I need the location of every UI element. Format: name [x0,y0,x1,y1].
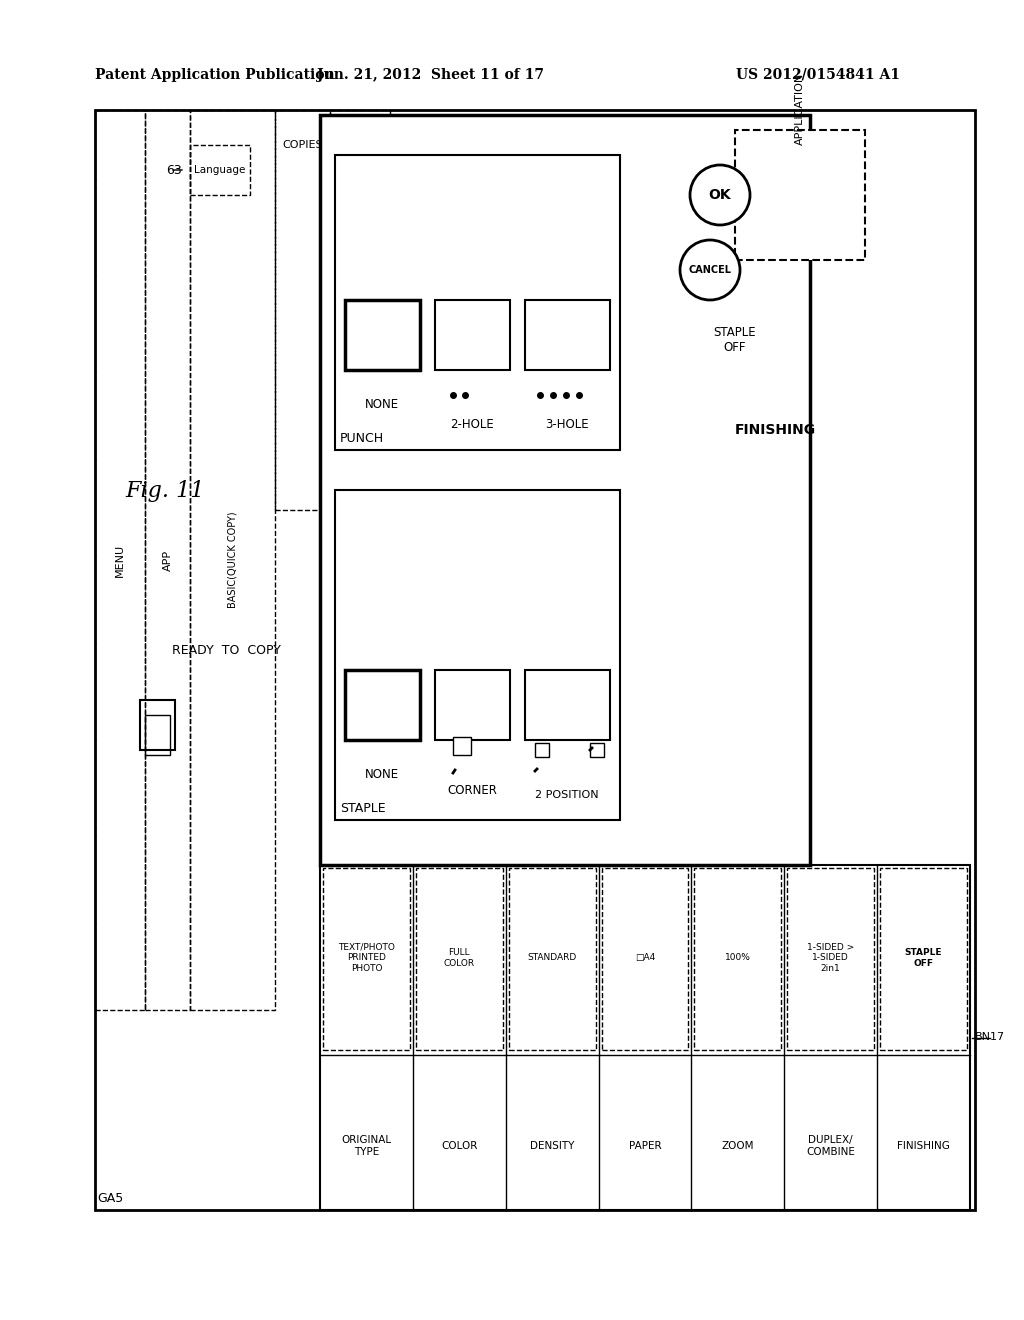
Text: BASIC(QUICK COPY): BASIC(QUICK COPY) [227,512,238,609]
Text: BN21: BN21 [335,305,366,315]
Text: APP: APP [163,549,172,570]
Bar [140,700,175,750]
Bar [95,110,145,1010]
Bar [319,865,970,1210]
Bar [145,715,170,755]
Bar [190,145,250,195]
Bar [787,869,874,1049]
Text: 100%: 100% [725,953,751,962]
Bar [535,743,549,756]
Text: JOB LIST: JOB LIST [355,286,365,333]
Text: BN12: BN12 [511,1032,541,1043]
Text: COLOR: COLOR [441,1140,477,1151]
Text: SG17: SG17 [462,884,499,899]
Text: DUPLEX/
COMBINE: DUPLEX/ COMBINE [806,1135,855,1156]
Bar [190,110,275,1010]
Bar [319,115,810,865]
Text: PUNCH: PUNCH [340,432,384,445]
Text: STANDARD: STANDARD [527,953,577,962]
Text: CANCEL: CANCEL [688,265,731,275]
Text: □A4: □A4 [635,953,655,962]
Bar [435,671,510,741]
Bar [509,869,596,1049]
Text: FINISHING: FINISHING [734,422,815,437]
Bar [435,300,510,370]
Bar [335,154,620,450]
Circle shape [690,165,750,224]
Text: 1-SIDED >
1-SIDED
2in1: 1-SIDED > 1-SIDED 2in1 [807,942,854,973]
Text: BN16: BN16 [882,1032,912,1043]
Bar [345,300,420,370]
Text: MENU: MENU [115,544,125,577]
Text: TEXT/PHOTO
PRINTED
PHOTO: TEXT/PHOTO PRINTED PHOTO [338,942,395,973]
Bar [590,743,604,756]
Bar [95,110,975,1210]
Text: COPIES: COPIES [283,140,323,150]
Bar [275,110,330,510]
Bar [453,737,471,755]
Text: NONE: NONE [365,399,399,412]
Bar [525,671,610,741]
Text: FULL
COLOR: FULL COLOR [443,948,475,968]
Text: 2 POSITION: 2 POSITION [536,789,599,800]
Text: ZOOM: ZOOM [722,1140,754,1151]
Text: Fig. 11: Fig. 11 [125,480,205,502]
Text: 3-HOLE: 3-HOLE [545,418,589,432]
Text: ORIGINAL
TYPE: ORIGINAL TYPE [341,1135,391,1156]
Text: BN13: BN13 [603,1032,634,1043]
Text: NONE: NONE [365,768,399,781]
Text: STAPLE
OFF: STAPLE OFF [905,948,942,968]
Text: BN15: BN15 [790,1032,819,1043]
Text: PAPER: PAPER [629,1140,662,1151]
Text: US 2012/0154841 A1: US 2012/0154841 A1 [736,69,900,82]
Bar [335,490,620,820]
Text: 2-HOLE: 2-HOLE [451,418,494,432]
Circle shape [680,240,740,300]
Text: FINISHING: FINISHING [897,1140,950,1151]
Text: STAPLE: STAPLE [340,803,386,814]
Bar [694,869,781,1049]
Bar [881,869,967,1049]
Text: GA5: GA5 [97,1192,123,1205]
Bar [416,869,503,1049]
Text: STAPLE
OFF: STAPLE OFF [714,326,757,354]
Text: READY  TO  COPY: READY TO COPY [172,644,282,656]
Bar [525,300,610,370]
Text: BN14: BN14 [696,1032,727,1043]
Bar [330,110,390,510]
Text: BN11: BN11 [418,1032,447,1043]
Text: DENSITY: DENSITY [530,1140,574,1151]
Bar [345,671,420,741]
Bar [145,110,190,1010]
Bar [601,869,688,1049]
Text: CORNER: CORNER [447,784,497,796]
Text: BN17: BN17 [975,1032,1006,1043]
Text: Jun. 21, 2012  Sheet 11 of 17: Jun. 21, 2012 Sheet 11 of 17 [316,69,544,82]
Text: Patent Application Publication: Patent Application Publication [95,69,335,82]
Text: BN21: BN21 [358,223,390,236]
Text: 63: 63 [166,164,182,177]
Text: OK: OK [709,187,731,202]
Bar [323,869,410,1049]
Text: Language: Language [195,165,246,176]
Text: APPLICATION: APPLICATION [795,73,805,145]
Bar [735,129,865,260]
